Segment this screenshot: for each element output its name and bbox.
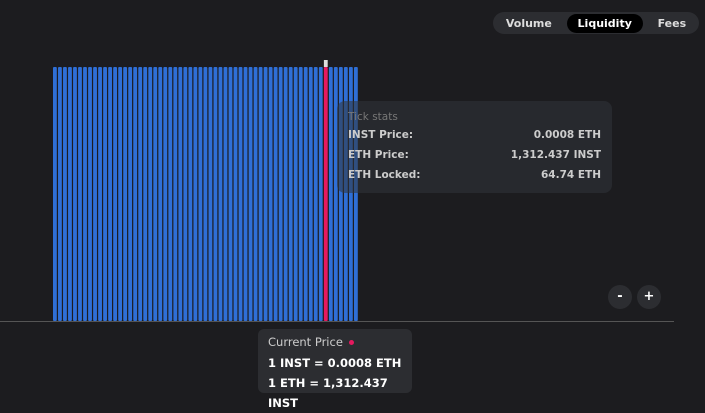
liquidity-bar bbox=[318, 67, 323, 321]
liquidity-bar bbox=[203, 67, 208, 321]
liquidity-bar bbox=[103, 67, 107, 321]
liquidity-bar bbox=[278, 67, 283, 321]
liquidity-bar bbox=[298, 67, 303, 321]
stat-value: 1,312.437 INST bbox=[510, 149, 601, 161]
stat-label: ETH Locked: bbox=[348, 169, 421, 181]
stat-row: ETH Price: 1,312.437 INST bbox=[348, 149, 601, 169]
liquidity-bar bbox=[83, 67, 87, 321]
current-price: Current Price 1 INST = 0.0008 ETH 1 ETH =… bbox=[258, 329, 412, 410]
liquidity-bar bbox=[133, 67, 138, 321]
stat-value: 0.0008 ETH bbox=[533, 129, 601, 141]
liquidity-bar bbox=[188, 67, 193, 321]
liquidity-bar bbox=[58, 67, 62, 321]
liquidity-bar bbox=[268, 67, 273, 321]
price-line: 1 INST = 0.0008 ETH bbox=[268, 356, 402, 370]
current-tick-bar bbox=[323, 67, 328, 321]
liquidity-bar bbox=[158, 67, 163, 321]
liquidity-bar bbox=[313, 67, 318, 321]
liquidity-bar bbox=[228, 67, 233, 321]
liquidity-bar bbox=[238, 67, 243, 321]
liquidity-chart bbox=[0, 60, 674, 322]
page: Volume Liquidity Fees Tick stats INST Pric… bbox=[0, 0, 705, 402]
tab[interactable]: Volume bbox=[505, 16, 552, 30]
liquidity-bar bbox=[93, 67, 97, 321]
liquidity-bar bbox=[198, 67, 203, 321]
zoom-button[interactable]: + bbox=[637, 285, 661, 309]
liquidity-bar bbox=[143, 67, 148, 321]
liquidity-bar bbox=[183, 67, 188, 321]
liquidity-bar bbox=[328, 67, 333, 321]
price-line: 1 ETH = 1,312.437 INST bbox=[268, 376, 388, 410]
liquidity-bar bbox=[303, 67, 308, 321]
current-price-title: Current Price bbox=[268, 335, 402, 349]
liquidity-bar bbox=[248, 67, 253, 321]
liquidity-bar bbox=[168, 67, 173, 321]
tab[interactable]: Fees bbox=[657, 16, 687, 30]
liquidity-bar bbox=[193, 67, 198, 321]
liquidity-bar bbox=[63, 67, 67, 321]
stat-row: ETH Locked: 64.74 ETH bbox=[348, 169, 601, 189]
tab-bar: Volume Liquidity Fees bbox=[493, 12, 699, 34]
liquidity-bar bbox=[218, 67, 223, 321]
liquidity-bar bbox=[243, 67, 248, 321]
liquidity-bar bbox=[88, 67, 92, 321]
liquidity-bar bbox=[253, 67, 258, 321]
zoom-button[interactable]: - bbox=[608, 285, 632, 309]
liquidity-bar bbox=[128, 67, 133, 321]
liquidity-bar bbox=[108, 67, 112, 321]
liquidity-bar bbox=[288, 67, 293, 321]
liquidity-bar bbox=[68, 67, 72, 321]
liquidity-bar bbox=[148, 67, 153, 321]
liquidity-bar bbox=[293, 67, 298, 321]
liquidity-bar bbox=[208, 67, 213, 321]
liquidity-bar bbox=[258, 67, 263, 321]
liquidity-bar bbox=[78, 67, 82, 321]
liquidity-bar bbox=[118, 67, 123, 321]
liquidity-bar bbox=[263, 67, 268, 321]
liquidity-bar bbox=[213, 67, 218, 321]
liquidity-bar bbox=[233, 67, 238, 321]
stat-label: ETH Price: bbox=[348, 149, 409, 161]
liquidity-bar bbox=[113, 67, 118, 321]
liquidity-bar bbox=[308, 67, 313, 321]
tooltip-title: Tick stats bbox=[348, 111, 398, 123]
stat-label: INST Price: bbox=[348, 129, 414, 141]
liquidity-bar bbox=[153, 67, 158, 321]
liquidity-bar bbox=[273, 67, 278, 321]
liquidity-bar bbox=[223, 67, 228, 321]
liquidity-bar bbox=[173, 67, 178, 321]
liquidity-bar bbox=[98, 67, 102, 321]
liquidity-bar bbox=[163, 67, 168, 321]
liquidity-bar bbox=[53, 67, 57, 321]
liquidity-bar bbox=[123, 67, 128, 321]
liquidity-bar bbox=[138, 67, 143, 321]
liquidity-bar bbox=[283, 67, 288, 321]
liquidity-bar bbox=[178, 67, 183, 321]
tab[interactable]: Liquidity bbox=[566, 13, 643, 33]
stat-value: 64.74 ETH bbox=[541, 169, 601, 181]
liquidity-bar bbox=[333, 67, 338, 321]
liquidity-bar bbox=[73, 67, 77, 321]
tooltip: Tick stats INST Price: 0.0008 ETH ETH Pric… bbox=[337, 101, 612, 193]
stat-row: INST Price: 0.0008 ETH bbox=[348, 129, 601, 149]
tick-cap bbox=[323, 60, 328, 67]
